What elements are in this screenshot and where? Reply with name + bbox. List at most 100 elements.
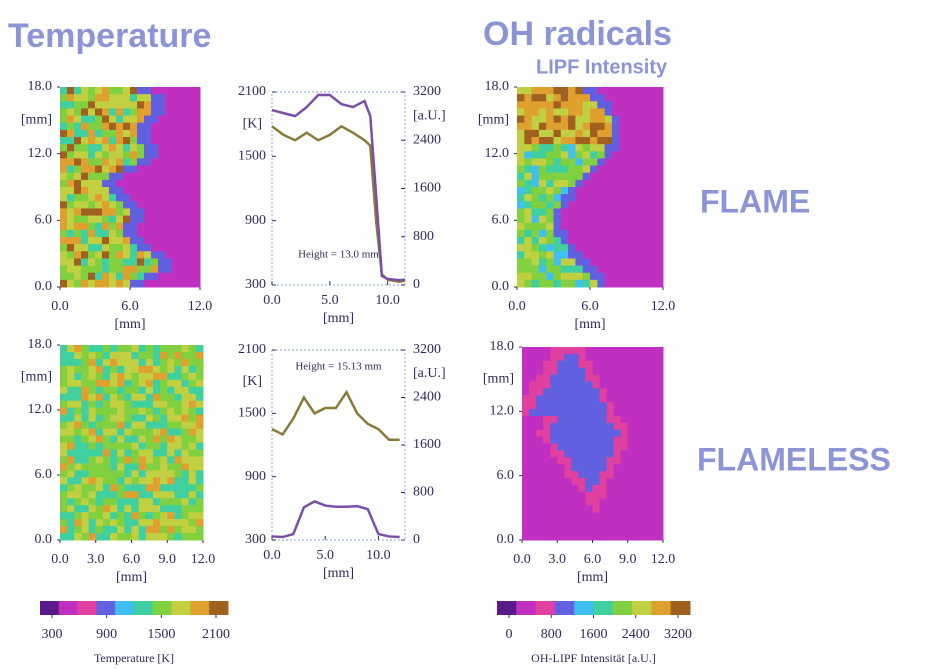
heatmap-cell xyxy=(613,402,622,410)
heatmap-cell xyxy=(611,94,620,102)
heatmap-cell xyxy=(81,122,89,131)
heatmap-cell xyxy=(179,122,187,131)
heatmap-cell xyxy=(611,101,620,109)
heatmap-cell xyxy=(626,208,635,217)
heatmap-cell xyxy=(88,194,96,202)
heatmap-cell xyxy=(131,498,140,506)
heatmap-cell xyxy=(60,179,68,188)
heatmap-cell xyxy=(165,144,173,152)
heatmap-cell xyxy=(151,194,159,202)
heatmap-cell xyxy=(60,201,68,209)
heatmap-cell xyxy=(633,158,642,167)
heatmap-cell xyxy=(181,533,190,541)
heatmap-cell xyxy=(597,187,606,195)
heatmap-cell xyxy=(116,272,124,281)
heatmap-cell xyxy=(626,122,635,131)
heatmap-cell xyxy=(131,505,140,513)
heatmap-cell xyxy=(174,470,183,478)
heatmap-cell xyxy=(550,443,558,451)
heatmap-cell xyxy=(655,279,664,288)
x-tick-label: 6.0 xyxy=(581,299,599,314)
heatmap-cell xyxy=(88,407,97,416)
heatmap-cell xyxy=(193,201,201,209)
heatmap-cell xyxy=(641,144,649,152)
y-tick-label: 900 xyxy=(245,213,266,228)
heatmap-cell xyxy=(546,129,554,138)
heatmap-cell xyxy=(571,415,579,424)
heatmap-cell xyxy=(158,244,166,252)
heatmap-cell xyxy=(67,158,75,167)
heatmap-cell xyxy=(655,505,664,513)
x-tick-label: 0.0 xyxy=(51,552,69,567)
heatmap-cell xyxy=(130,244,138,252)
heatmap-cell xyxy=(110,512,118,520)
heatmap-cell xyxy=(81,435,90,443)
heatmap-cell xyxy=(74,172,82,181)
heatmap-cell xyxy=(117,365,125,374)
heatmap-cell xyxy=(568,265,576,274)
heatmap-cell xyxy=(67,179,75,188)
heatmap-cell xyxy=(144,122,152,131)
heatmap-cell xyxy=(641,158,649,167)
heatmap-cell xyxy=(88,435,97,443)
heatmap-cell xyxy=(585,395,593,403)
heatmap-cell xyxy=(81,172,89,181)
heatmap-cell xyxy=(611,229,620,238)
heatmap-cell xyxy=(604,158,613,167)
heatmap-cell xyxy=(181,407,190,416)
heatmap-cell xyxy=(60,251,68,259)
heatmap-cell xyxy=(102,379,111,388)
heatmap-cell xyxy=(619,108,627,117)
heatmap-cell xyxy=(627,519,636,527)
heatmap-cell xyxy=(158,151,166,159)
heatmap-cell xyxy=(619,229,627,238)
heatmap-cell xyxy=(109,165,117,174)
heatmap-cell xyxy=(137,101,145,109)
heatmap-cell xyxy=(123,158,131,167)
heatmap-cell xyxy=(546,222,554,231)
heatmap-cell xyxy=(578,388,586,396)
heatmap-cell xyxy=(592,381,601,389)
heatmap-cell xyxy=(160,505,168,513)
heatmap-cell xyxy=(568,94,576,102)
heatmap-cell xyxy=(536,415,544,424)
heatmap-cell xyxy=(634,484,643,493)
row-label: FLAME xyxy=(700,183,810,219)
x-tick-label: 10.0 xyxy=(366,548,391,563)
heatmap-cell xyxy=(102,151,110,159)
heatmap-cell xyxy=(158,222,166,231)
heatmap-cell xyxy=(151,122,159,131)
heatmap-cell xyxy=(578,367,586,376)
heatmap-cell xyxy=(517,179,525,188)
heatmap-cell xyxy=(74,470,82,478)
colorbar-segment xyxy=(516,601,537,615)
heatmap-cell xyxy=(88,505,97,513)
heatmap-cell xyxy=(648,367,657,376)
heatmap-cell xyxy=(188,345,197,353)
heatmap-cell xyxy=(620,353,629,362)
heatmap-cell xyxy=(67,526,75,534)
heatmap-cell xyxy=(597,122,606,131)
heatmap-cell xyxy=(81,265,89,274)
heatmap-cell xyxy=(641,229,649,238)
heatmap-cell xyxy=(546,165,554,174)
heatmap-cell xyxy=(179,258,187,267)
heatmap-cell xyxy=(88,491,97,499)
heatmap-cell xyxy=(655,244,664,252)
heatmap-cell xyxy=(585,519,593,527)
heatmap-cell xyxy=(627,477,636,486)
heatmap-cell xyxy=(165,137,173,145)
heatmap-cell xyxy=(578,471,586,479)
heatmap-cell xyxy=(167,470,175,478)
y-tick-label: 300 xyxy=(245,277,266,292)
heatmap-cell xyxy=(181,386,190,395)
heatmap-cell xyxy=(145,456,154,464)
heatmap-cell xyxy=(648,101,657,109)
heatmap-cell xyxy=(531,272,540,281)
heatmap-cell xyxy=(60,421,68,430)
heatmap-cell xyxy=(137,279,145,288)
heatmap-cell xyxy=(74,222,82,231)
heatmap-cell xyxy=(641,137,649,145)
x-axis-label: [mm] xyxy=(574,317,605,332)
heatmap-cell xyxy=(74,491,82,499)
